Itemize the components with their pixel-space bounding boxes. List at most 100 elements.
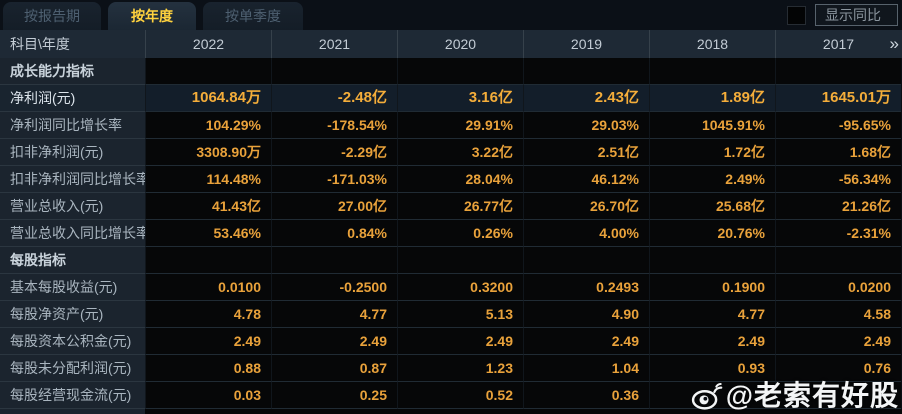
table-cell: 28.04%	[397, 166, 523, 193]
table-cell: 2.49	[271, 328, 397, 355]
corner-header-cell: 科目\年度	[10, 36, 70, 52]
table-row: 基本每股收益(元) 0.0100 -0.2500 0.3200 0.2493 0.1900…	[0, 274, 902, 301]
table-cell: -2.31%	[775, 220, 901, 247]
partial-row	[0, 409, 902, 414]
row-label: 营业总收入同比增长率	[0, 220, 145, 247]
table-row: 每股经营现金流(元) 0.03 0.25 0.52 0.36	[0, 382, 902, 409]
table-cell: 114.48%	[145, 166, 271, 193]
row-label: 净利润同比增长率	[0, 112, 145, 139]
table-cell: 2.49	[145, 328, 271, 355]
table-cell: 26.77亿	[397, 193, 523, 220]
table-body: 成长能力指标 净利润(元) 1064.84万 -2.48亿 3.16亿 2.43亿 1.89…	[0, 58, 902, 409]
table-cell	[523, 58, 649, 85]
table-cell	[145, 247, 271, 274]
section-row: 每股指标	[0, 247, 902, 274]
table-cell: 4.77	[649, 301, 775, 328]
table-cell: 0.93	[649, 355, 775, 382]
table-cell: 2.43亿	[523, 85, 649, 112]
tab-by-single-quarter[interactable]: 按单季度	[203, 2, 303, 30]
table-cell: 27.00亿	[271, 193, 397, 220]
table-cell	[271, 58, 397, 85]
year-header-2021: 2021	[271, 30, 397, 58]
table-cell: 0.0100	[145, 274, 271, 301]
table-cell: 1.04	[523, 355, 649, 382]
table-cell	[649, 247, 775, 274]
table-cell: -95.65%	[775, 112, 901, 139]
table-header: 科目\年度 2022 2021 2020 2019 2018 2017»	[0, 30, 902, 58]
table-cell: 2.49	[397, 328, 523, 355]
table-row: 扣非净利润同比增长率 114.48% -171.03% 28.04% 46.12% 2.4…	[0, 166, 902, 193]
row-label: 营业总收入(元)	[0, 193, 145, 220]
table-cell: 41.43亿	[145, 193, 271, 220]
year-header-2017: 2017»	[775, 30, 901, 58]
table-row: 扣非净利润(元) 3308.90万 -2.29亿 3.22亿 2.51亿 1.72亿 1.6…	[0, 139, 902, 166]
table-row: 净利润同比增长率 104.29% -178.54% 29.91% 29.03% 1045.…	[0, 112, 902, 139]
table-cell	[397, 247, 523, 274]
table-cell: -2.29亿	[271, 139, 397, 166]
table-cell: 3.22亿	[397, 139, 523, 166]
table-cell	[775, 382, 901, 409]
table-cell: 29.03%	[523, 112, 649, 139]
table-cell: 4.78	[145, 301, 271, 328]
show-yoy-button[interactable]: 显示同比	[815, 4, 898, 26]
table-cell: 0.0200	[775, 274, 901, 301]
table-row: 每股净资产(元) 4.78 4.77 5.13 4.90 4.77 4.58	[0, 301, 902, 328]
table-cell	[397, 58, 523, 85]
table-cell: 0.25	[271, 382, 397, 409]
row-label: 扣非净利润(元)	[0, 139, 145, 166]
table-cell: 4.90	[523, 301, 649, 328]
table-cell: 2.49	[775, 328, 901, 355]
table-cell: 0.3200	[397, 274, 523, 301]
table-cell	[649, 58, 775, 85]
show-yoy-checkbox[interactable]	[787, 5, 806, 25]
table-cell: -2.48亿	[271, 85, 397, 112]
table-row: 净利润(元) 1064.84万 -2.48亿 3.16亿 2.43亿 1.89亿 1645.…	[0, 85, 902, 112]
table-row: 每股资本公积金(元) 2.49 2.49 2.49 2.49 2.49 2.49	[0, 328, 902, 355]
table-cell: -56.34%	[775, 166, 901, 193]
table-cell: 4.00%	[523, 220, 649, 247]
row-label: 基本每股收益(元)	[0, 274, 145, 301]
table-cell	[775, 58, 901, 85]
year-header-2018: 2018	[649, 30, 775, 58]
year-header-2019: 2019	[523, 30, 649, 58]
header-controls: 显示同比	[787, 4, 898, 26]
table-cell: 21.26亿	[775, 193, 901, 220]
tab-by-report-period[interactable]: 按报告期	[3, 2, 101, 30]
table-cell: 1.89亿	[649, 85, 775, 112]
table-cell: 26.70亿	[523, 193, 649, 220]
table-cell: 2.49	[523, 328, 649, 355]
table-cell: 1064.84万	[145, 85, 271, 112]
table-cell: 4.58	[775, 301, 901, 328]
table-cell: 0.1900	[649, 274, 775, 301]
table-cell: 1045.91%	[649, 112, 775, 139]
table-cell: 29.91%	[397, 112, 523, 139]
table-cell: 104.29%	[145, 112, 271, 139]
table-cell: 0.52	[397, 382, 523, 409]
table-cell: 0.76	[775, 355, 901, 382]
table-cell: 53.46%	[145, 220, 271, 247]
table-cell	[523, 247, 649, 274]
tab-by-year[interactable]: 按年度	[108, 2, 196, 30]
table-cell	[649, 382, 775, 409]
table-cell: 3308.90万	[145, 139, 271, 166]
table-cell: 0.26%	[397, 220, 523, 247]
table-cell: -178.54%	[271, 112, 397, 139]
table-cell	[775, 247, 901, 274]
table-cell: 3.16亿	[397, 85, 523, 112]
table-cell: 25.68亿	[649, 193, 775, 220]
row-label: 成长能力指标	[0, 58, 145, 85]
table-cell: 46.12%	[523, 166, 649, 193]
row-label: 净利润(元)	[0, 85, 145, 112]
table-cell: 0.36	[523, 382, 649, 409]
more-columns-icon[interactable]: »	[889, 34, 900, 53]
year-header-2022: 2022	[145, 30, 271, 58]
row-label: 扣非净利润同比增长率	[0, 166, 145, 193]
table-cell: 0.87	[271, 355, 397, 382]
table-cell: 2.49%	[649, 166, 775, 193]
table-cell: 1.23	[397, 355, 523, 382]
year-header-2020: 2020	[397, 30, 523, 58]
table-cell	[145, 58, 271, 85]
table-cell: 2.49	[649, 328, 775, 355]
table-cell	[271, 247, 397, 274]
